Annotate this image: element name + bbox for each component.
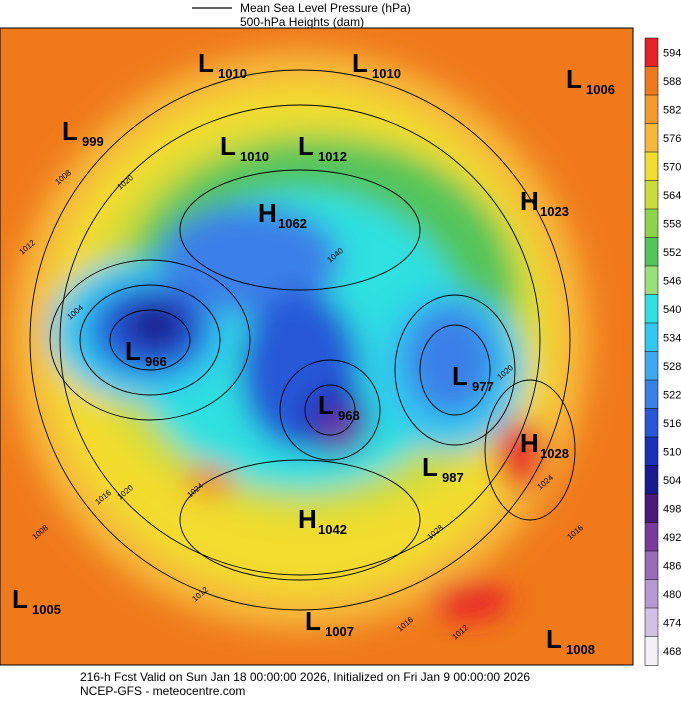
center-letter: H — [298, 504, 317, 534]
center-value: 1010 — [218, 66, 247, 81]
colorbar-band — [644, 465, 659, 495]
center-value: 1012 — [318, 149, 347, 164]
colorbar-label: 558 — [663, 218, 681, 230]
center-value: 968 — [338, 408, 360, 423]
colorbar-band — [644, 408, 659, 438]
center-value: 1062 — [278, 216, 307, 231]
center-value: 966 — [145, 354, 167, 369]
colorbar-label: 480 — [663, 589, 681, 601]
legend-mslp: Mean Sea Level Pressure (hPa) — [240, 1, 411, 15]
colorbar-label: 498 — [663, 503, 681, 515]
colorbar-label: 474 — [663, 617, 681, 629]
center-letter: H — [520, 428, 539, 458]
colorbar-label: 588 — [663, 76, 681, 88]
colorbar-band — [644, 351, 659, 381]
colorbar-band — [644, 550, 659, 581]
center-letter: L — [422, 452, 438, 482]
center-letter: H — [520, 186, 539, 216]
colorbar-band — [644, 493, 659, 524]
colorbar-band — [644, 237, 659, 267]
colorbar-label: 582 — [663, 104, 681, 116]
colorbar-band — [644, 37, 659, 68]
colorbar-band — [644, 151, 659, 182]
center-value: 1042 — [318, 522, 347, 537]
center-value: 1006 — [586, 82, 615, 97]
colorbar-label: 594 — [663, 47, 681, 59]
center-value: 1007 — [325, 624, 354, 639]
colorbar-band — [644, 294, 659, 324]
center-value: 1010 — [372, 66, 401, 81]
center-value: 1008 — [566, 642, 595, 657]
colorbar-label: 570 — [663, 161, 681, 173]
colorbar-label: 468 — [663, 646, 681, 658]
colorbar-label: 564 — [663, 190, 681, 202]
colorbar-label: 576 — [663, 133, 681, 145]
center-letter: L — [12, 584, 28, 614]
colorbar-label: 486 — [663, 560, 681, 572]
center-letter: H — [258, 198, 277, 228]
center-letter: L — [125, 336, 141, 366]
center-letter: L — [318, 390, 334, 420]
colorbar-label: 552 — [663, 247, 681, 259]
colorbar-band — [644, 607, 659, 638]
colorbar-band — [644, 180, 659, 210]
center-value: 1010 — [240, 149, 269, 164]
center-value: 977 — [472, 379, 494, 394]
footer-source: NCEP-GFS - meteocentre.com — [80, 684, 245, 698]
center-value: 1005 — [32, 602, 61, 617]
center-letter: L — [566, 64, 582, 94]
colorbar-band — [644, 265, 659, 296]
colorbar-band — [644, 66, 659, 96]
colorbar-band — [644, 322, 659, 353]
center-letter: L — [546, 624, 562, 654]
center-letter: L — [352, 48, 368, 78]
footer-valid: 216-h Fcst Valid on Sun Jan 18 00:00:00 … — [80, 670, 530, 684]
center-letter: L — [220, 131, 236, 161]
colorbar-band — [644, 522, 659, 552]
center-letter: L — [62, 116, 78, 146]
center-letter: L — [305, 606, 321, 636]
colorbar-label: 516 — [663, 418, 681, 430]
colorbar-band — [644, 379, 659, 410]
colorbar-label: 528 — [663, 361, 681, 373]
colorbar-band — [644, 94, 659, 125]
center-value: 987 — [442, 470, 464, 485]
center-letter: L — [298, 131, 314, 161]
colorbar-label: 534 — [663, 332, 681, 344]
colorbar-label: 540 — [663, 304, 681, 316]
colorbar-label: 492 — [663, 532, 681, 544]
map-frame — [0, 27, 634, 666]
colorbar-band — [644, 636, 659, 666]
colorbar-label: 510 — [663, 446, 681, 458]
center-value: 1028 — [540, 446, 569, 461]
colorbar-band — [644, 579, 659, 609]
center-letter: L — [198, 48, 214, 78]
colorbar-label: 546 — [663, 275, 681, 287]
center-value: 999 — [82, 134, 104, 149]
center-value: 1023 — [540, 204, 569, 219]
center-letter: L — [452, 361, 468, 391]
colorbar-band — [644, 436, 659, 467]
legend-heights: 500-hPa Heights (dam) — [240, 15, 364, 29]
colorbar-label: 522 — [663, 389, 681, 401]
colorbar-band — [644, 208, 659, 239]
colorbar-label: 504 — [663, 475, 681, 487]
colorbar-band — [644, 123, 659, 153]
